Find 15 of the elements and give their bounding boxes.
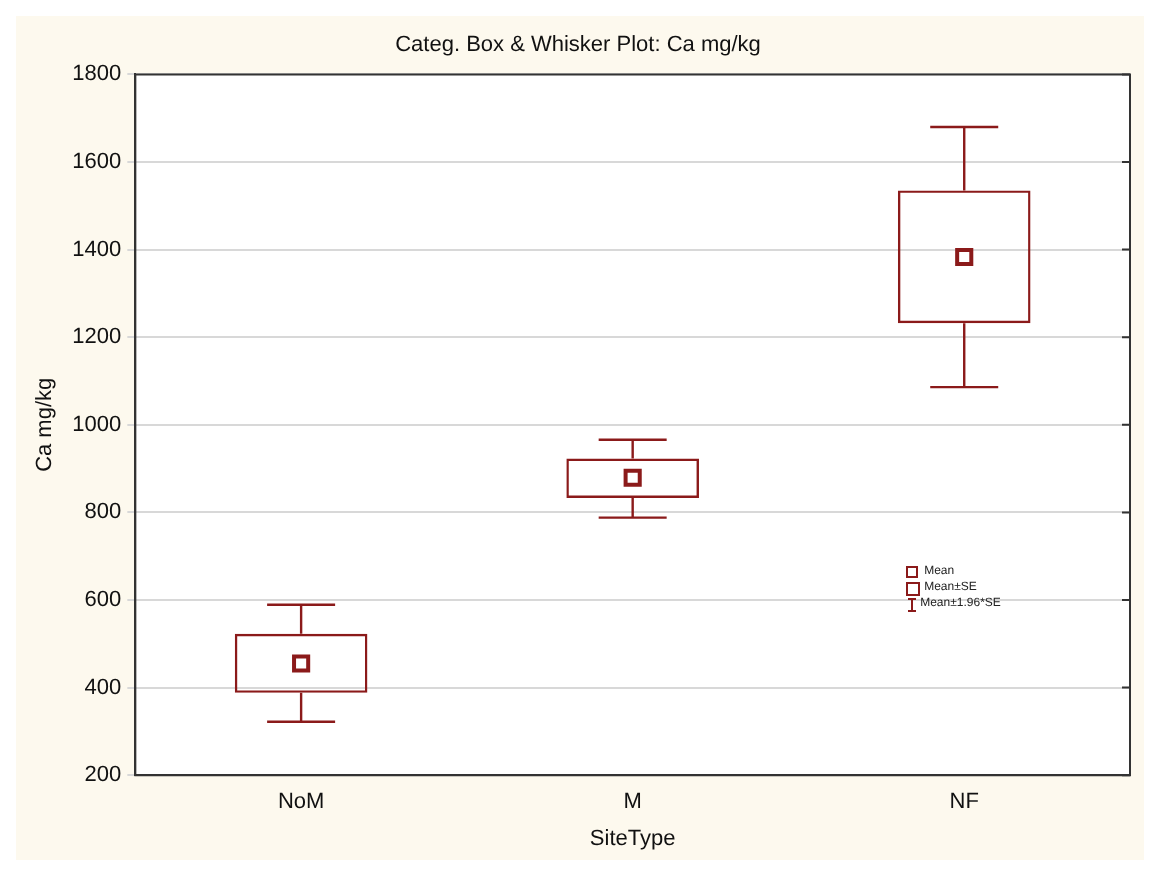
- y-tick-label: 1200: [72, 325, 122, 350]
- x-axis-title: SiteType: [589, 826, 676, 851]
- x-tick-label: M: [623, 790, 642, 815]
- y-tick-label: 1400: [72, 237, 122, 262]
- y-tick-label: 1000: [72, 412, 122, 437]
- y-tick-label: 200: [84, 763, 122, 788]
- y-tick-label: 1600: [72, 150, 122, 175]
- y-tick-label: 600: [84, 588, 122, 613]
- y-tick-label: 800: [84, 500, 122, 525]
- y-tick-label: 1800: [72, 62, 122, 87]
- x-tick-label: NoM: [277, 790, 325, 815]
- x-tick-label: NF: [949, 790, 980, 815]
- y-axis-title: Ca mg/kg: [33, 377, 58, 472]
- chart-title: Categ. Box & Whisker Plot: Ca mg/kg: [395, 33, 761, 58]
- y-tick-label: 400: [84, 675, 122, 700]
